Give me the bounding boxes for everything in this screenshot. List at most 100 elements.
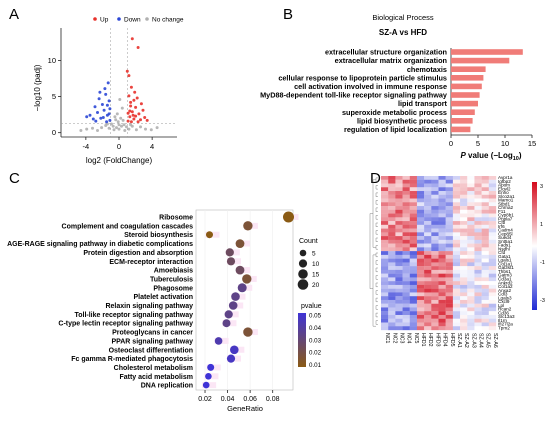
heatmap-cell — [424, 258, 432, 263]
heatmap-cell — [402, 266, 410, 271]
heatmap-cell — [416, 179, 425, 184]
heatmap-cell — [409, 258, 418, 263]
heatmap-cell — [416, 322, 425, 327]
heatmap-cell — [395, 194, 403, 199]
heatmap-cell — [460, 206, 468, 210]
heatmap-cell — [409, 198, 418, 203]
heatmap-cell — [402, 326, 410, 331]
heatmap-cell — [416, 198, 425, 203]
pvalue-legend-tick: 0.01 — [309, 362, 322, 369]
kegg-pathway-label: Osteoclast differentiation — [109, 347, 193, 354]
heatmap-cell — [467, 209, 475, 214]
heatmap-cell — [467, 262, 475, 267]
heatmap-cell — [467, 236, 475, 241]
heatmap-cell — [438, 269, 446, 274]
kegg-x-tick-label: 0.04 — [221, 396, 235, 403]
heatmap-cell — [416, 239, 425, 244]
heatmap-cell — [488, 258, 497, 263]
heatmap-cell — [460, 258, 468, 263]
heatmap-cell — [381, 183, 389, 188]
heatmap-cell — [431, 217, 439, 222]
heatmap-cell — [416, 251, 425, 256]
heatmap-cell — [395, 198, 403, 203]
heatmap-cell — [438, 179, 446, 184]
heatmap-cell — [438, 292, 446, 297]
heatmap-cell — [488, 269, 497, 274]
kegg-bubble — [224, 310, 233, 319]
heatmap-cell — [402, 288, 410, 293]
heatmap-cell — [445, 322, 454, 327]
bp-bar — [451, 49, 523, 55]
heatmap-cell — [381, 326, 389, 331]
heatmap-dendrogram-branch — [375, 207, 378, 212]
heatmap-cell — [438, 262, 446, 267]
heatmap-cell — [416, 202, 425, 207]
heatmap-cell — [445, 183, 454, 188]
heatmap-cell — [395, 281, 403, 286]
volcano-point-down — [88, 113, 92, 117]
heatmap-cell — [481, 277, 489, 282]
heatmap-dendrogram-branch — [375, 312, 378, 318]
heatmap-cell — [388, 236, 396, 241]
bp-x-tick-label: 15 — [528, 139, 536, 148]
heatmap-dendrogram-branch — [375, 290, 378, 295]
heatmap-cell — [431, 311, 439, 316]
kegg-bubble — [228, 301, 238, 310]
heatmap-cell — [438, 322, 446, 327]
heatmap-cell — [424, 183, 432, 188]
heatmap-cell — [424, 213, 432, 218]
volcano-point-up — [128, 115, 132, 119]
heatmap-cell — [445, 258, 454, 263]
heatmap-cell — [395, 292, 403, 297]
kegg-x-tick-label: 0.06 — [243, 396, 257, 403]
heatmap-cell — [467, 228, 475, 233]
heatmap-cell — [388, 176, 396, 180]
volcano-point-up — [131, 113, 135, 117]
heatmap-cell — [416, 318, 425, 323]
heatmap-cell — [416, 266, 425, 271]
heatmap-cell — [409, 202, 418, 207]
volcano-point-up — [129, 120, 133, 124]
heatmap-cell — [424, 277, 432, 282]
heatmap-cell — [431, 314, 439, 319]
heatmap-cell — [460, 176, 468, 180]
heatmap-cell — [409, 191, 418, 195]
bp-bar — [451, 57, 510, 64]
volcano-point-no-change — [121, 118, 125, 122]
heatmap-cell — [388, 179, 396, 184]
heatmap-cell — [388, 262, 396, 267]
heatmap-cell — [474, 176, 482, 180]
heatmap-cell — [409, 269, 418, 274]
heatmap-row-label: Lpl — [498, 303, 504, 308]
heatmap-cell — [381, 187, 389, 192]
heatmap-cell — [431, 194, 439, 199]
heatmap-cell — [388, 281, 396, 286]
volcano-point-no-change — [144, 127, 147, 131]
heatmap-dendrogram-root — [369, 213, 373, 289]
heatmap-cell — [488, 322, 497, 327]
heatmap-cell — [424, 236, 432, 241]
heatmap-cell — [431, 179, 439, 184]
volcano-point-down — [105, 120, 109, 124]
heatmap-cell — [424, 217, 432, 222]
heatmap-cell — [467, 322, 475, 327]
heatmap-cell — [409, 217, 418, 222]
heatmap-cell — [388, 243, 396, 248]
bp-x-tick-label: 0 — [449, 139, 453, 148]
heatmap-cell — [488, 187, 497, 192]
volcano-point-no-change — [149, 128, 153, 132]
pvalue-legend-tick: 0.04 — [309, 325, 322, 332]
heatmap-colorbar-tick: 1 — [540, 222, 543, 228]
heatmap-cell — [452, 314, 461, 319]
heatmap-dendrogram-branch — [375, 215, 378, 220]
heatmap-cell — [395, 311, 403, 316]
heatmap-cell — [488, 254, 497, 259]
bp-subtitle: SZ-A vs HFD — [379, 28, 427, 37]
heatmap-column-label: NC5 — [413, 333, 419, 343]
heatmap-cell — [431, 269, 439, 274]
heatmap-cell — [409, 179, 418, 184]
kegg-pathway-label: Cholesterol metabolism — [114, 365, 193, 372]
heatmap-cell — [452, 277, 461, 282]
heatmap-dendrogram-branch — [375, 192, 378, 197]
